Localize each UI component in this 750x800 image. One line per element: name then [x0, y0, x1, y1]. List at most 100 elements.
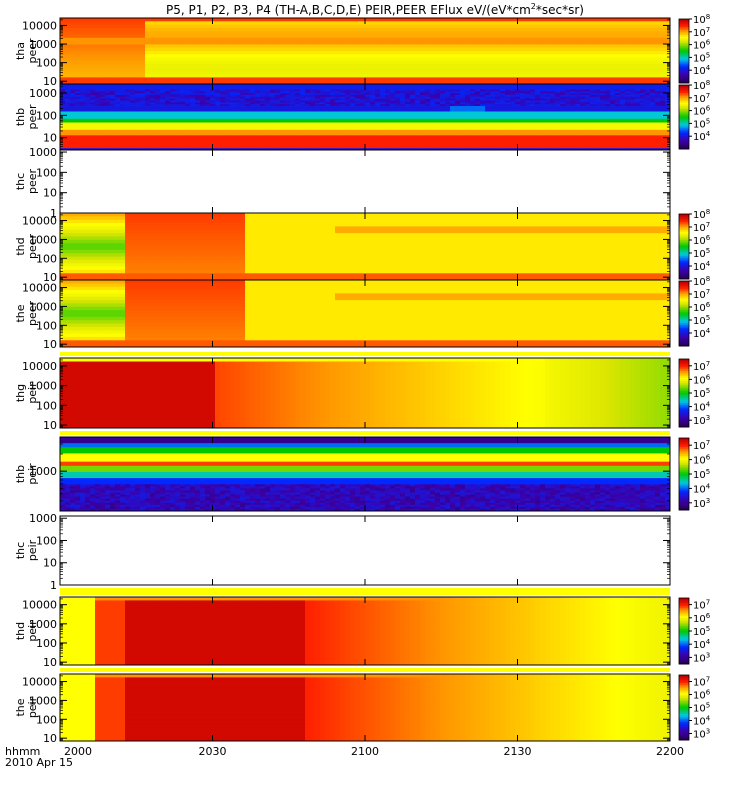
heatmap-cell — [555, 38, 560, 42]
heatmap-cell — [75, 18, 80, 22]
heatmap-cell — [630, 21, 635, 25]
heatmap-cell — [290, 58, 295, 62]
heatmap-cell — [640, 68, 645, 72]
heatmap-cell — [580, 25, 585, 29]
heatmap-cell — [565, 38, 570, 42]
heatmap-cell — [400, 41, 405, 45]
heatmap-cell — [215, 18, 220, 22]
heatmap-cell — [120, 28, 125, 32]
heatmap-cell — [650, 54, 655, 58]
heatmap-cell — [465, 31, 470, 35]
heatmap-cell — [190, 64, 195, 68]
heatmap-cell — [290, 18, 295, 22]
heatmap-cell — [310, 25, 315, 29]
heatmap-cell — [105, 44, 110, 48]
heatmap-cell — [240, 18, 245, 22]
heatmap-cell — [75, 44, 80, 48]
heatmap-cell — [110, 51, 115, 55]
heatmap-cell — [445, 68, 450, 72]
heatmap-cell — [95, 41, 100, 45]
heatmap-cell — [615, 64, 620, 68]
heatmap-cell — [215, 61, 220, 65]
heatmap-cell — [310, 71, 315, 75]
heatmap-cell — [330, 54, 335, 58]
heatmap-cell — [510, 18, 515, 22]
heatmap-cell — [405, 41, 410, 45]
heatmap-cell — [150, 54, 155, 58]
heatmap-cell — [550, 31, 555, 35]
heatmap-cell — [630, 51, 635, 55]
heatmap-cell — [415, 35, 420, 39]
heatmap-cell — [305, 58, 310, 62]
heatmap-cell — [525, 54, 530, 58]
heatmap-cell — [340, 25, 345, 29]
heatmap-cell — [550, 54, 555, 58]
heatmap-cell — [205, 51, 210, 55]
heatmap-cell — [90, 31, 95, 35]
heatmap-cell — [600, 54, 605, 58]
heatmap-cell — [260, 18, 265, 22]
heatmap-cell — [265, 31, 270, 35]
heatmap-cell — [610, 64, 615, 68]
heatmap-cell — [305, 44, 310, 48]
heatmap-cell — [280, 44, 285, 48]
heatmap-cell — [155, 38, 160, 42]
heatmap-cell — [285, 61, 290, 65]
heatmap-cell — [160, 54, 165, 58]
heatmap-cell — [140, 58, 145, 62]
heatmap-cell — [625, 18, 630, 22]
heatmap-cell — [550, 38, 555, 42]
heatmap-cell — [435, 18, 440, 22]
heatmap-cell — [540, 64, 545, 68]
heatmap-cell — [605, 51, 610, 55]
heatmap-cell — [505, 44, 510, 48]
heatmap-cell — [245, 64, 250, 68]
heatmap-cell — [380, 74, 385, 78]
heatmap-cell — [200, 68, 205, 72]
heatmap-cell — [645, 54, 650, 58]
heatmap-cell — [445, 48, 450, 52]
heatmap-cell — [320, 51, 325, 55]
heatmap-cell — [220, 64, 225, 68]
heatmap-cell — [280, 68, 285, 72]
heatmap-cell — [630, 61, 635, 65]
heatmap-cell — [530, 54, 535, 58]
heatmap-cell — [390, 38, 395, 42]
heatmap-cell — [560, 64, 565, 68]
heatmap-cell — [360, 25, 365, 29]
heatmap-cell — [265, 25, 270, 29]
heatmap-cell — [580, 51, 585, 55]
heatmap-cell — [120, 41, 125, 45]
heatmap-cell — [365, 25, 370, 29]
heatmap-cell — [270, 61, 275, 65]
heatmap-cell — [235, 44, 240, 48]
heatmap-cell — [235, 38, 240, 42]
heatmap-cell — [135, 25, 140, 29]
heatmap-cell — [370, 48, 375, 52]
heatmap-cell — [505, 68, 510, 72]
heatmap-cell — [260, 51, 265, 55]
heatmap-cell — [465, 41, 470, 45]
heatmap-cell — [175, 38, 180, 42]
heatmap-cell — [275, 25, 280, 29]
heatmap-cell — [70, 74, 75, 78]
heatmap-cell — [300, 44, 305, 48]
heatmap-cell — [360, 31, 365, 35]
heatmap-cell — [550, 68, 555, 72]
heatmap-cell — [155, 68, 160, 72]
heatmap-cell — [255, 61, 260, 65]
heatmap-cell — [450, 35, 455, 39]
heatmap-cell — [570, 21, 575, 25]
heatmap-cell — [520, 58, 525, 62]
heatmap-cell — [200, 18, 205, 22]
heatmap-cell — [350, 74, 355, 78]
heatmap-cell — [405, 48, 410, 52]
heatmap-cell — [240, 48, 245, 52]
heatmap-cell — [435, 51, 440, 55]
heatmap-cell — [550, 58, 555, 62]
heatmap-cell — [500, 51, 505, 55]
heatmap-cell — [115, 35, 120, 39]
heatmap-cell — [445, 18, 450, 22]
heatmap-cell — [455, 64, 460, 68]
heatmap-cell — [490, 48, 495, 52]
